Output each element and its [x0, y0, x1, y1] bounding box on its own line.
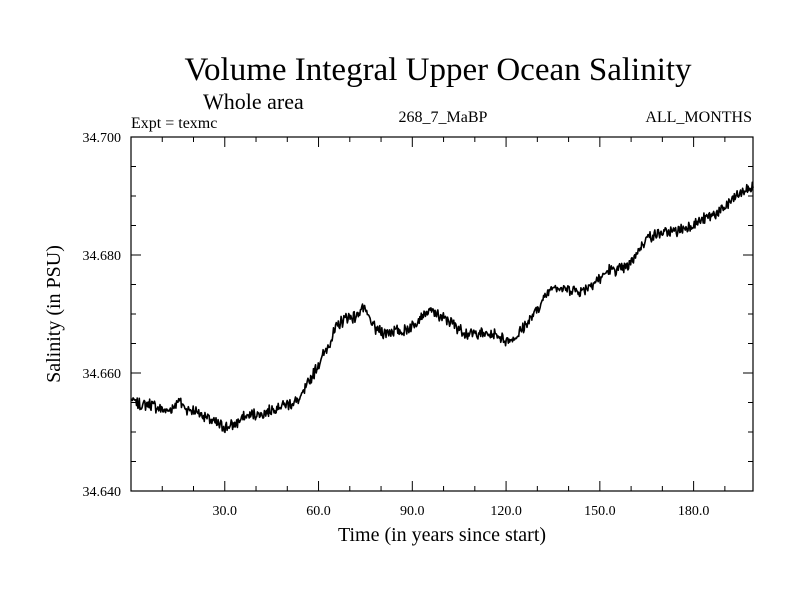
y-tick-labels: 34.640 34.660 34.680 34.700 [83, 131, 122, 500]
axis-ticks [131, 137, 753, 491]
salinity-series-line [130, 181, 754, 434]
y-tick-label: 34.640 [83, 485, 122, 500]
x-tick-label: 150.0 [584, 504, 616, 519]
chart-title: Volume Integral Upper Ocean Salinity [184, 52, 692, 88]
x-tick-label: 180.0 [678, 504, 710, 519]
y-tick-label: 34.660 [83, 367, 122, 382]
x-axis-label: Time (in years since start) [338, 524, 546, 546]
chart-subtitle: Whole area [203, 89, 304, 114]
months-annotation: ALL_MONTHS [645, 109, 752, 126]
plot-frame [130, 136, 754, 492]
y-axis-label: Salinity (in PSU) [43, 245, 65, 383]
x-tick-label: 60.0 [306, 504, 331, 519]
x-tick-labels: 30.0 60.0 90.0 120.0 150.0 180.0 [213, 504, 710, 519]
x-tick-label: 30.0 [213, 504, 238, 519]
y-tick-label: 34.680 [83, 249, 122, 264]
period-annotation: 268_7_MaBP [399, 109, 488, 126]
x-tick-label: 90.0 [400, 504, 425, 519]
x-tick-label: 120.0 [490, 504, 522, 519]
experiment-annotation: Expt = texmc [131, 115, 217, 132]
y-tick-label: 34.700 [83, 131, 122, 146]
